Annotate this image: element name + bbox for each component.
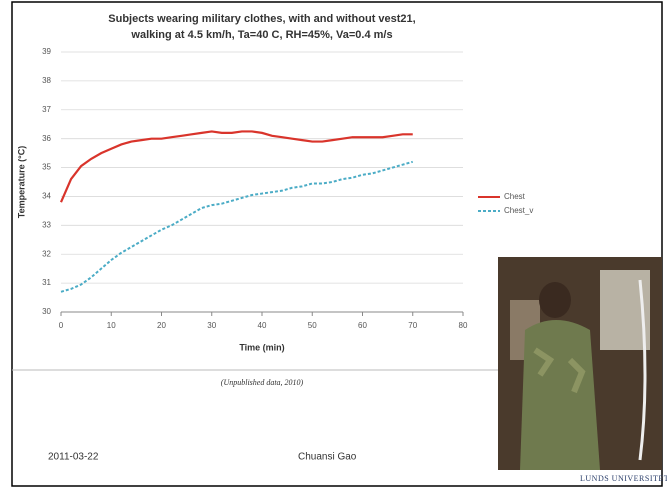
y-tick-label: 30: [42, 307, 51, 316]
photo: [498, 257, 662, 470]
chart-title: Subjects wearing military clothes, with …: [108, 13, 415, 25]
y-tick-label: 32: [42, 249, 51, 258]
photo-body: [520, 320, 600, 470]
series-line: [60, 160, 414, 293]
y-tick-label: 36: [42, 134, 51, 143]
x-tick-label: 20: [157, 321, 166, 330]
x-tick-label: 0: [59, 321, 64, 330]
legend-label: Chest_v: [504, 206, 533, 215]
x-tick-label: 80: [459, 321, 468, 330]
footer-date: 2011-03-22: [48, 452, 99, 463]
footer-author: Chuansi Gao: [298, 452, 357, 463]
x-tick-label: 60: [358, 321, 367, 330]
photo-head: [539, 282, 571, 318]
photo-tube: [638, 279, 647, 461]
photo-camo: [533, 347, 586, 394]
y-tick-label: 39: [42, 47, 51, 56]
y-tick-label: 35: [42, 163, 51, 172]
chart-title: walking at 4.5 km/h, Ta=40 C, RH=45%, Va…: [130, 29, 392, 41]
y-axis-label: Temperature (°C): [16, 146, 26, 218]
caption: (Unpublished data, 2010): [221, 378, 304, 387]
x-tick-label: 30: [207, 321, 216, 330]
logo: LUNDS UNIVERSITET: [580, 474, 667, 483]
x-tick-label: 40: [258, 321, 267, 330]
y-tick-label: 33: [42, 220, 51, 229]
y-tick-label: 31: [42, 278, 51, 287]
x-tick-label: 10: [107, 321, 116, 330]
y-tick-label: 37: [42, 105, 51, 114]
y-tick-label: 38: [42, 76, 51, 85]
legend-label: Chest: [504, 192, 526, 201]
y-tick-label: 34: [42, 192, 51, 201]
x-axis-label: Time (min): [239, 342, 284, 352]
x-tick-label: 50: [308, 321, 317, 330]
x-tick-label: 70: [408, 321, 417, 330]
series-line: [59, 130, 413, 203]
